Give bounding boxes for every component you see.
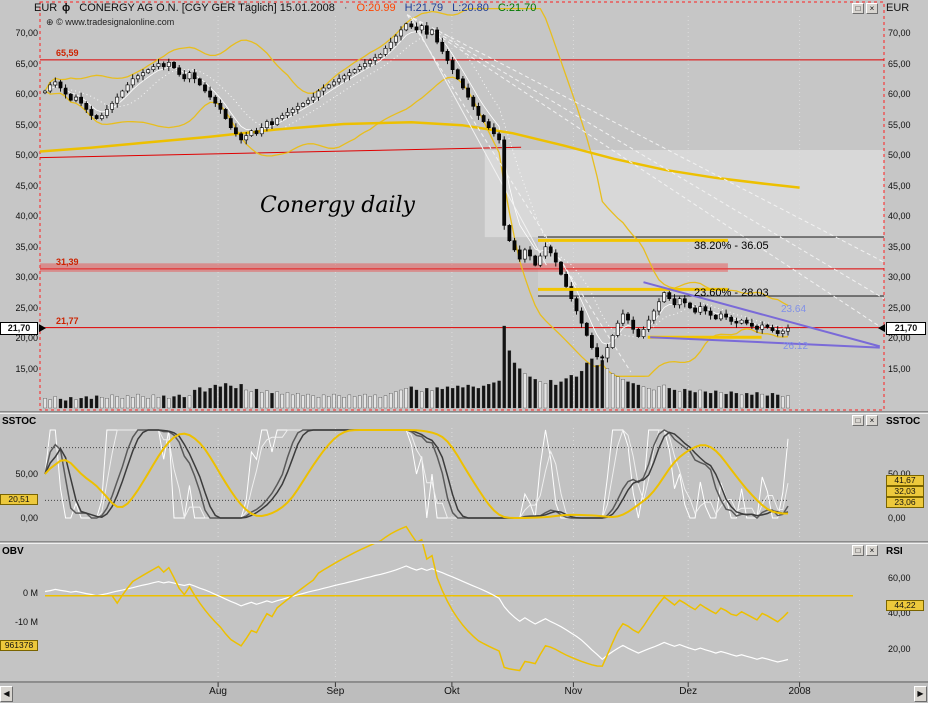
scroll-left-button[interactable]: ◀: [0, 686, 13, 702]
candlesticks: [43, 21, 790, 363]
sstoc-title-right: SSTOC: [886, 416, 921, 427]
level-label-3139: 31,39: [56, 257, 79, 267]
copyright-text: © www.tradesignalonline.com: [56, 17, 175, 27]
scroll-right-button[interactable]: ▶: [914, 686, 927, 702]
rsi-value-box-right: 44,22: [886, 600, 924, 611]
panel-splitter-sstoc[interactable]: [0, 411, 928, 414]
sstoc-panel-background: [0, 413, 928, 541]
obv-maximize-button[interactable]: □: [852, 545, 864, 556]
open-value: O:20.99: [356, 2, 396, 14]
wedge-label-2364: 23.64: [781, 304, 807, 315]
close-value: C:21.70: [497, 2, 537, 14]
level-label-2177: 21,77: [56, 316, 79, 326]
sstoc-title-left: SSTOC: [2, 416, 37, 427]
instrument-icon: ϕ: [62, 2, 71, 14]
sstoc-value-box-3: 23,06: [886, 497, 924, 508]
chart-titlebar[interactable]: ϕ CONERGY AG O.N. [CGY GER Täglich] 15.0…: [62, 2, 536, 14]
sstoc-close-button[interactable]: ×: [866, 415, 878, 426]
obv-title-left: OBV: [2, 546, 24, 557]
main-chart-close-button[interactable]: ×: [866, 3, 878, 14]
obv-close-button[interactable]: ×: [866, 545, 878, 556]
sstoc-value-box-1: 41,67: [886, 475, 924, 486]
sstoc-value-box-2: 32,03: [886, 486, 924, 497]
globe-icon: ⊕: [46, 17, 54, 27]
sstoc-maximize-button[interactable]: □: [852, 415, 864, 426]
fib-label-3820: 38.20% - 36.05: [694, 240, 769, 252]
low-value: L:20.80: [452, 2, 489, 14]
current-price-box-right: 21,70: [886, 322, 926, 335]
volume-bars: [43, 325, 790, 409]
current-price-box-left: 21,70: [0, 322, 38, 335]
obv-panel-background: [0, 543, 928, 682]
level-label-6559: 65,59: [56, 48, 79, 58]
wedge-label-2612: 26.12: [783, 341, 809, 352]
sstoc-value-box-left: 20,51: [0, 494, 38, 505]
chart-annotation: Conergy daily: [260, 193, 415, 218]
time-axis-background: [0, 683, 928, 703]
rsi-title-right: RSI: [886, 546, 903, 557]
panel-splitter-obv[interactable]: [0, 541, 928, 544]
fib-label-2360: 23.60% - 28.03: [694, 287, 769, 299]
chart-title: CONERGY AG O.N. [CGY GER Täglich] 15.01.…: [79, 2, 335, 14]
main-chart-maximize-button[interactable]: □: [852, 3, 864, 14]
title-separator: ·: [343, 2, 348, 14]
currency-label-right: EUR: [886, 2, 910, 14]
currency-label-left: EUR: [34, 2, 58, 14]
obv-value-box-left: 961378: [0, 640, 38, 651]
high-value: H:21.79: [404, 2, 444, 14]
